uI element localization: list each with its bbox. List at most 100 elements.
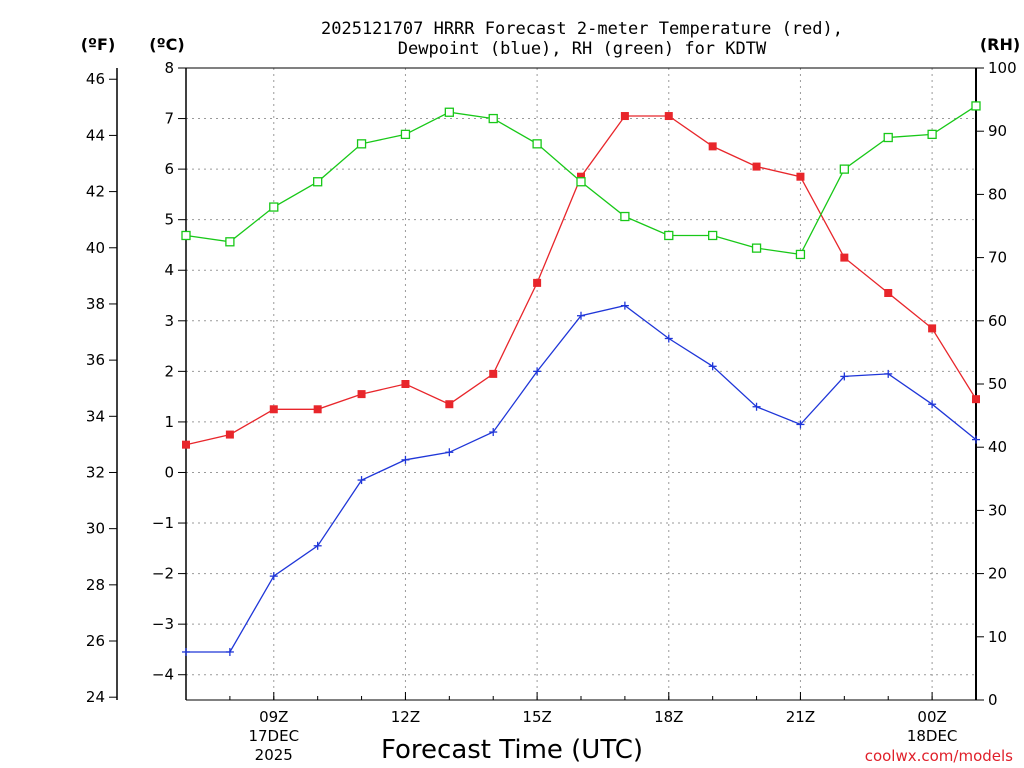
celsius-tick-label: 2 xyxy=(164,362,174,380)
fahrenheit-tick-label: 28 xyxy=(86,576,105,594)
rh-point xyxy=(971,101,981,111)
celsius-tick-label: −4 xyxy=(152,666,174,684)
fahrenheit-tick-label: 40 xyxy=(86,239,105,257)
temperature-point xyxy=(401,380,410,388)
x-tick-date: 17DEC xyxy=(248,727,299,745)
dewpoint-point xyxy=(620,301,629,310)
dewpoint-point xyxy=(225,647,234,656)
series-rh xyxy=(181,101,981,260)
temperature-point xyxy=(182,440,190,449)
dewpoint-point xyxy=(708,362,717,371)
celsius-tick-label: 5 xyxy=(164,211,174,229)
temperature-point xyxy=(445,400,454,409)
rh-point xyxy=(751,243,762,253)
rh-point xyxy=(269,202,279,212)
x-tick-label: 12Z xyxy=(391,708,420,726)
celsius-tick-label: −3 xyxy=(152,615,174,633)
rh-tick-label: 70 xyxy=(988,249,1007,267)
rh-point xyxy=(400,129,411,140)
data-series xyxy=(181,101,981,656)
rh-point xyxy=(532,139,542,149)
chart-title-line1: 2025121707 HRRR Forecast 2-meter Tempera… xyxy=(321,19,843,39)
rh-point xyxy=(488,113,498,124)
rh-unit-label: (RH) xyxy=(980,35,1020,54)
celsius-tick-label: 3 xyxy=(164,312,174,330)
rh-point xyxy=(839,164,849,174)
celsius-tick-label: −2 xyxy=(152,565,174,583)
x-tick-label: 00Z xyxy=(917,708,946,726)
rh-point xyxy=(225,237,235,247)
rh-point xyxy=(620,211,630,222)
temperature-point xyxy=(269,405,278,414)
temperature-point xyxy=(225,430,234,439)
rh-tick-label: 0 xyxy=(988,691,998,709)
dewpoint-point xyxy=(972,435,980,444)
dewpoint-point xyxy=(796,420,805,429)
rh-tick-label: 40 xyxy=(988,438,1007,456)
dewpoint-point xyxy=(489,428,498,437)
dewpoint-point xyxy=(664,334,673,343)
temperature-line xyxy=(185,115,977,446)
fahrenheit-tick-label: 30 xyxy=(86,520,105,538)
x-axis-label: Forecast Time (UTC) xyxy=(381,735,643,765)
temperature-point xyxy=(928,324,937,333)
celsius-tick-label: −1 xyxy=(152,514,174,532)
temperature-point xyxy=(884,288,893,297)
fahrenheit-tick-label: 32 xyxy=(86,463,105,481)
x-tick-label: 18Z xyxy=(654,708,683,726)
rh-point xyxy=(356,139,367,149)
temperature-point xyxy=(313,405,322,414)
rh-point xyxy=(664,230,674,241)
rh-tick-label: 10 xyxy=(988,628,1007,646)
x-tick-label: 09Z xyxy=(259,708,288,726)
temperature-point xyxy=(796,172,805,181)
temperature-point xyxy=(620,112,629,121)
fahrenheit-tick-label: 34 xyxy=(86,407,105,425)
celsius-tick-label: 7 xyxy=(164,110,174,128)
rh-point xyxy=(708,230,718,241)
rh-point xyxy=(883,132,893,143)
temperature-point xyxy=(752,162,761,171)
series-temperature xyxy=(182,112,980,449)
temperature-point xyxy=(577,172,585,181)
celsius-tick-label: 6 xyxy=(164,160,174,178)
x-tick-label: 15Z xyxy=(522,708,551,726)
chart-title-line2: Dewpoint (blue), RH (green) for KDTW xyxy=(398,39,767,59)
celsius-tick-label: 1 xyxy=(164,413,174,431)
rh-point xyxy=(313,177,323,187)
fahrenheit-tick-label: 24 xyxy=(86,688,105,706)
dewpoint-point xyxy=(357,476,366,485)
dewpoint-point xyxy=(533,367,542,376)
celsius-tick-label: 4 xyxy=(164,261,174,279)
dewpoint-point xyxy=(313,541,322,550)
rh-point xyxy=(444,107,454,117)
dewpoint-point xyxy=(182,647,190,656)
dewpoint-point xyxy=(840,372,849,381)
credit-text: coolwx.com/models xyxy=(865,747,1013,765)
rh-tick-label: 80 xyxy=(988,185,1007,203)
dewpoint-point xyxy=(928,400,937,409)
dewpoint-line xyxy=(186,304,977,653)
rh-tick-label: 20 xyxy=(988,565,1007,583)
rh-point xyxy=(927,129,937,140)
rh-point xyxy=(795,249,806,260)
fahrenheit-tick-label: 44 xyxy=(86,126,105,144)
fahrenheit-tick-label: 36 xyxy=(86,351,105,369)
celsius-tick-label: 0 xyxy=(164,463,174,481)
x-tick-date: 18DEC xyxy=(907,727,958,745)
dewpoint-point xyxy=(445,448,454,457)
dewpoint-point xyxy=(752,402,761,411)
dewpoint-point xyxy=(269,572,278,581)
rh-point xyxy=(576,177,586,187)
fahrenheit-tick-label: 26 xyxy=(86,632,105,650)
temperature-point xyxy=(489,369,498,378)
temperature-point xyxy=(708,142,717,151)
temperature-point xyxy=(664,112,673,121)
x-tick-label: 21Z xyxy=(786,708,815,726)
rh-tick-label: 30 xyxy=(988,501,1007,519)
dewpoint-point xyxy=(884,369,893,378)
dewpoint-point xyxy=(577,311,585,320)
series-dewpoint xyxy=(182,301,980,656)
dewpoint-point xyxy=(401,455,410,464)
rh-tick-label: 90 xyxy=(988,122,1007,140)
